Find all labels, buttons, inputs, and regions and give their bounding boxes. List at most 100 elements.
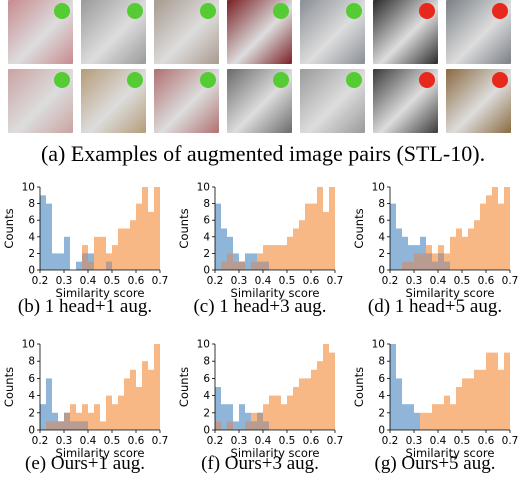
bar-different [52,412,58,430]
x-tick-label: 0.6 [303,435,320,447]
thumbnail-animal-bottom [446,69,511,133]
bar-different [233,421,239,430]
bars [390,344,510,430]
pair-status-dot [273,72,289,88]
bar-overlap [70,421,76,430]
bar-same [148,211,154,270]
bar-different [251,421,257,430]
bar-same [498,203,504,270]
bar-same [444,253,450,270]
bar-different [251,253,257,270]
bar-overlap [82,421,88,430]
x-tick-label: 0.7 [152,435,169,447]
bar-different [390,203,396,270]
bar-same [112,404,118,430]
bar-same [311,203,317,270]
bar-same [438,404,444,430]
bar-overlap [438,253,444,270]
bar-same [504,352,510,430]
pair-status-dot [492,72,508,88]
thumbnail-bird-top [300,0,365,64]
thumbnail-bird-bottom [154,69,219,133]
bar-same [142,361,148,430]
bar-different [215,203,221,270]
bar-overlap [227,253,233,270]
bars [215,344,335,430]
bar-overlap [88,261,94,270]
bar-same [58,421,64,430]
bar-same [106,253,112,270]
bar-different [414,245,420,270]
bar-same [100,421,106,430]
bar-same [275,245,281,270]
bar-overlap [263,421,269,430]
bar-different [40,404,46,430]
bar-same [426,245,432,270]
y-axis-label: Counts [352,367,366,407]
bar-different [58,421,64,430]
bar-overlap [432,261,438,270]
x-tick-label: 0.4 [430,435,447,447]
bar-same [311,369,317,430]
x-tick-label: 0.5 [104,275,121,287]
y-axis-label: Counts [177,367,191,407]
x-tick-label: 0.4 [255,275,272,287]
bar-overlap [408,261,414,270]
thumbnail-animal-top [446,0,511,64]
bar-different [444,261,450,270]
bar-same [269,395,275,430]
bar-same [263,404,269,430]
x-tick-label: 0.6 [128,275,145,287]
x-tick-label: 0.2 [207,435,224,447]
y-tick-label: 8 [28,356,35,368]
y-tick-label: 6 [28,373,35,385]
bar-different [263,421,269,430]
bar-same [94,236,100,270]
bar-same [136,387,142,430]
bar-different [221,404,227,430]
bar-overlap [420,253,426,270]
bar-same [492,187,498,270]
bar-same [492,352,498,430]
bar-same [474,220,480,270]
bar-overlap [106,261,112,270]
x-tick-label: 0.5 [104,435,121,447]
bar-same [233,261,239,270]
bar-same [504,187,510,270]
bar-same [456,228,462,270]
y-axis-label: Counts [2,367,16,407]
bar-same [88,261,94,270]
y-tick-label: 8 [203,356,210,368]
y-tick-label: 2 [378,248,385,260]
bar-overlap [221,261,227,270]
thumbnail-dark-bottom [373,69,438,133]
y-tick-label: 6 [28,215,35,227]
bar-overlap [239,261,245,270]
bar-same [148,369,154,430]
bar-same [426,412,432,430]
bar-overlap [444,261,450,270]
bar-different [408,245,414,270]
bar-same [88,412,94,430]
bar-same [154,344,160,430]
x-tick-label: 0.7 [327,275,344,287]
bar-same [269,245,275,270]
y-tick-label: 0 [203,425,210,437]
bar-overlap [245,421,251,430]
bar-overlap [414,253,420,270]
y-tick-label: 6 [203,373,210,385]
x-tick-label: 0.7 [502,435,519,447]
bar-different [58,253,64,270]
pair-status-dot [346,72,362,88]
bar-overlap [233,261,239,270]
bar-overlap [263,261,269,270]
bar-different [221,228,227,270]
bar-same [130,369,136,430]
bar-same [480,369,486,430]
bar-different [64,236,70,270]
bar-same [317,361,323,430]
bar-different [396,228,402,270]
x-tick-label: 0.4 [255,435,272,447]
y-tick-label: 10 [22,182,35,194]
x-tick-label: 0.2 [32,275,49,287]
